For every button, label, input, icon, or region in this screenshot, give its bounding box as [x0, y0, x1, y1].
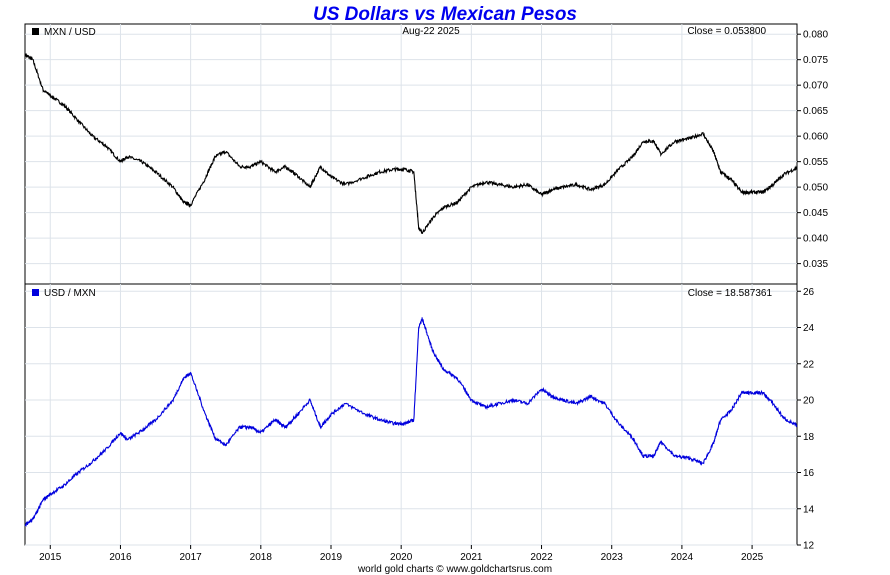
x-tick-label: 2017 [180, 552, 203, 563]
top-legend-swatch [32, 28, 39, 35]
x-tick-label: 2019 [320, 552, 343, 563]
bottom-ytick-label: 14 [803, 504, 815, 515]
top-panel-y-axis: 0.080 0.075 0.070 0.065 0.060 0.055 0.050 0.045… [797, 30, 828, 270]
top-ytick-label: 0.065 [803, 106, 828, 117]
x-tick-label: 2025 [741, 552, 764, 563]
x-tick-label: 2022 [530, 552, 553, 563]
footer-credit: world gold charts © www.goldchartsrus.co… [357, 564, 552, 575]
top-ytick-label: 0.070 [803, 81, 828, 92]
bottom-ytick-label: 16 [803, 468, 815, 479]
x-tick-label: 2015 [39, 552, 62, 563]
top-series-line [24, 52, 798, 235]
chart-title: US Dollars vs Mexican Pesos [313, 4, 577, 25]
bottom-ytick-label: 24 [803, 323, 815, 334]
bottom-close-label: Close = 18.587361 [688, 288, 773, 299]
x-axis: 2015 2016 2017 2018 2019 2020 2021 2022 2023 2024… [39, 545, 764, 563]
top-ytick-label: 0.080 [803, 30, 828, 41]
bottom-panel-frame [24, 283, 798, 546]
x-tick-label: 2024 [671, 552, 694, 563]
bottom-panel-y-axis: 26 24 22 20 18 16 14 12 [797, 287, 815, 552]
x-tick-label: 2021 [460, 552, 483, 563]
top-ytick-label: 0.040 [803, 234, 828, 245]
top-panel-frame [24, 23, 798, 285]
bottom-panel-gridlines [25, 284, 797, 546]
top-ytick-label: 0.035 [803, 259, 828, 270]
x-tick-label: 2023 [601, 552, 624, 563]
top-ytick-label: 0.055 [803, 157, 828, 168]
top-legend-label: MXN / USD [44, 27, 96, 38]
x-tick-label: 2020 [390, 552, 413, 563]
date-label: Aug-22 2025 [402, 26, 460, 37]
top-panel-gridlines [25, 24, 797, 284]
top-ytick-label: 0.060 [803, 132, 828, 143]
bottom-ytick-label: 18 [803, 432, 815, 443]
x-tick-label: 2016 [109, 552, 132, 563]
top-panel-mxn-usd: 0.080 0.075 0.070 0.065 0.060 0.055 0.050 0.045… [24, 23, 828, 285]
x-tick-label: 2018 [250, 552, 273, 563]
bottom-series-line [24, 317, 798, 527]
bottom-legend-label: USD / MXN [44, 288, 96, 299]
top-close-label: Close = 0.053800 [687, 26, 766, 37]
bottom-legend-swatch [32, 289, 39, 296]
bottom-ytick-label: 26 [803, 287, 815, 298]
top-ytick-label: 0.050 [803, 183, 828, 194]
bottom-ytick-label: 12 [803, 541, 815, 552]
top-ytick-label: 0.075 [803, 55, 828, 66]
bottom-ytick-label: 20 [803, 396, 815, 407]
bottom-ytick-label: 22 [803, 359, 815, 370]
top-ytick-label: 0.045 [803, 208, 828, 219]
bottom-panel-usd-mxn: 26 24 22 20 18 16 14 12 USD / MXN Close = 18.58… [24, 283, 815, 552]
